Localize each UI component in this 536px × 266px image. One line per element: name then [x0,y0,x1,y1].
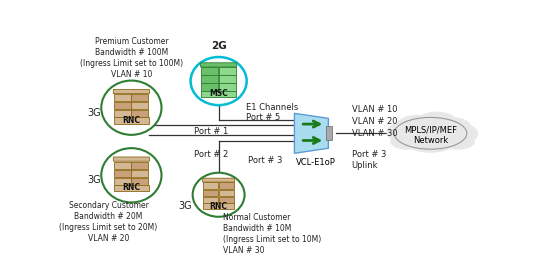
Bar [131,94,148,101]
Bar [219,67,235,75]
Ellipse shape [445,124,478,144]
Bar [219,83,235,91]
Text: E1 Channels: E1 Channels [245,103,298,111]
FancyBboxPatch shape [200,63,237,67]
Bar [219,182,234,189]
Text: Secondary Customer
Bandwidth # 20M
(Ingress Limit set to 20M)
VLAN # 20: Secondary Customer Bandwidth # 20M (Ingr… [59,201,158,243]
Bar [203,203,234,209]
Bar [114,185,149,191]
Bar [114,162,131,169]
Text: VLAN # 30: VLAN # 30 [352,129,397,138]
Text: RNC: RNC [122,184,140,193]
Polygon shape [294,113,329,153]
Bar [201,75,218,83]
Text: 3G: 3G [178,201,192,211]
Bar [203,182,218,189]
Ellipse shape [435,117,472,138]
Bar [131,110,148,117]
Text: RNC: RNC [210,202,228,211]
Ellipse shape [415,112,458,135]
Bar [131,177,148,185]
Bar [114,170,131,177]
Bar [114,94,131,101]
Bar [203,190,218,196]
FancyBboxPatch shape [203,178,235,182]
Bar [131,102,148,109]
FancyBboxPatch shape [113,157,150,161]
Bar [203,197,218,203]
Text: VLAN # 20: VLAN # 20 [352,117,397,126]
Text: Port # 3
Uplink: Port # 3 Uplink [352,150,386,170]
Bar [131,162,148,169]
Bar [114,177,131,185]
Bar [114,117,149,124]
Text: 3G: 3G [87,175,101,185]
Bar [219,190,234,196]
Bar [326,126,332,140]
Ellipse shape [390,133,425,150]
Ellipse shape [399,118,461,153]
FancyBboxPatch shape [113,89,150,94]
Text: MSC: MSC [209,89,228,98]
Ellipse shape [386,122,418,142]
Text: Port # 2: Port # 2 [193,150,228,159]
Text: RNC: RNC [122,116,140,125]
Text: Port # 1: Port # 1 [193,127,228,136]
Bar [219,75,235,83]
Text: Port # 5: Port # 5 [245,113,280,122]
Ellipse shape [192,173,244,217]
Ellipse shape [440,133,475,150]
Text: Normal Customer
Bandwidth # 10M
(Ingress Limit set to 10M)
VLAN # 30: Normal Customer Bandwidth # 10M (Ingress… [223,213,321,255]
Bar [201,83,218,91]
Ellipse shape [396,115,436,138]
Ellipse shape [101,81,161,135]
Text: MPLS/IP/MEF
Network: MPLS/IP/MEF Network [404,126,457,145]
Bar [201,67,218,75]
Bar [201,91,236,97]
Ellipse shape [101,148,161,202]
Text: 3G: 3G [87,108,101,118]
Bar [114,102,131,109]
Bar [219,197,234,203]
Text: Premium Customer
Bandwidth # 100M
(Ingress Limit set to 100M)
VLAN # 10: Premium Customer Bandwidth # 100M (Ingre… [80,37,183,79]
Bar [114,110,131,117]
Bar [131,170,148,177]
Text: Port # 3: Port # 3 [248,156,282,165]
Text: VLAN # 10: VLAN # 10 [352,105,397,114]
Ellipse shape [191,57,247,105]
Text: VCL-E1oP: VCL-E1oP [296,158,336,167]
Text: 2G: 2G [211,41,227,51]
